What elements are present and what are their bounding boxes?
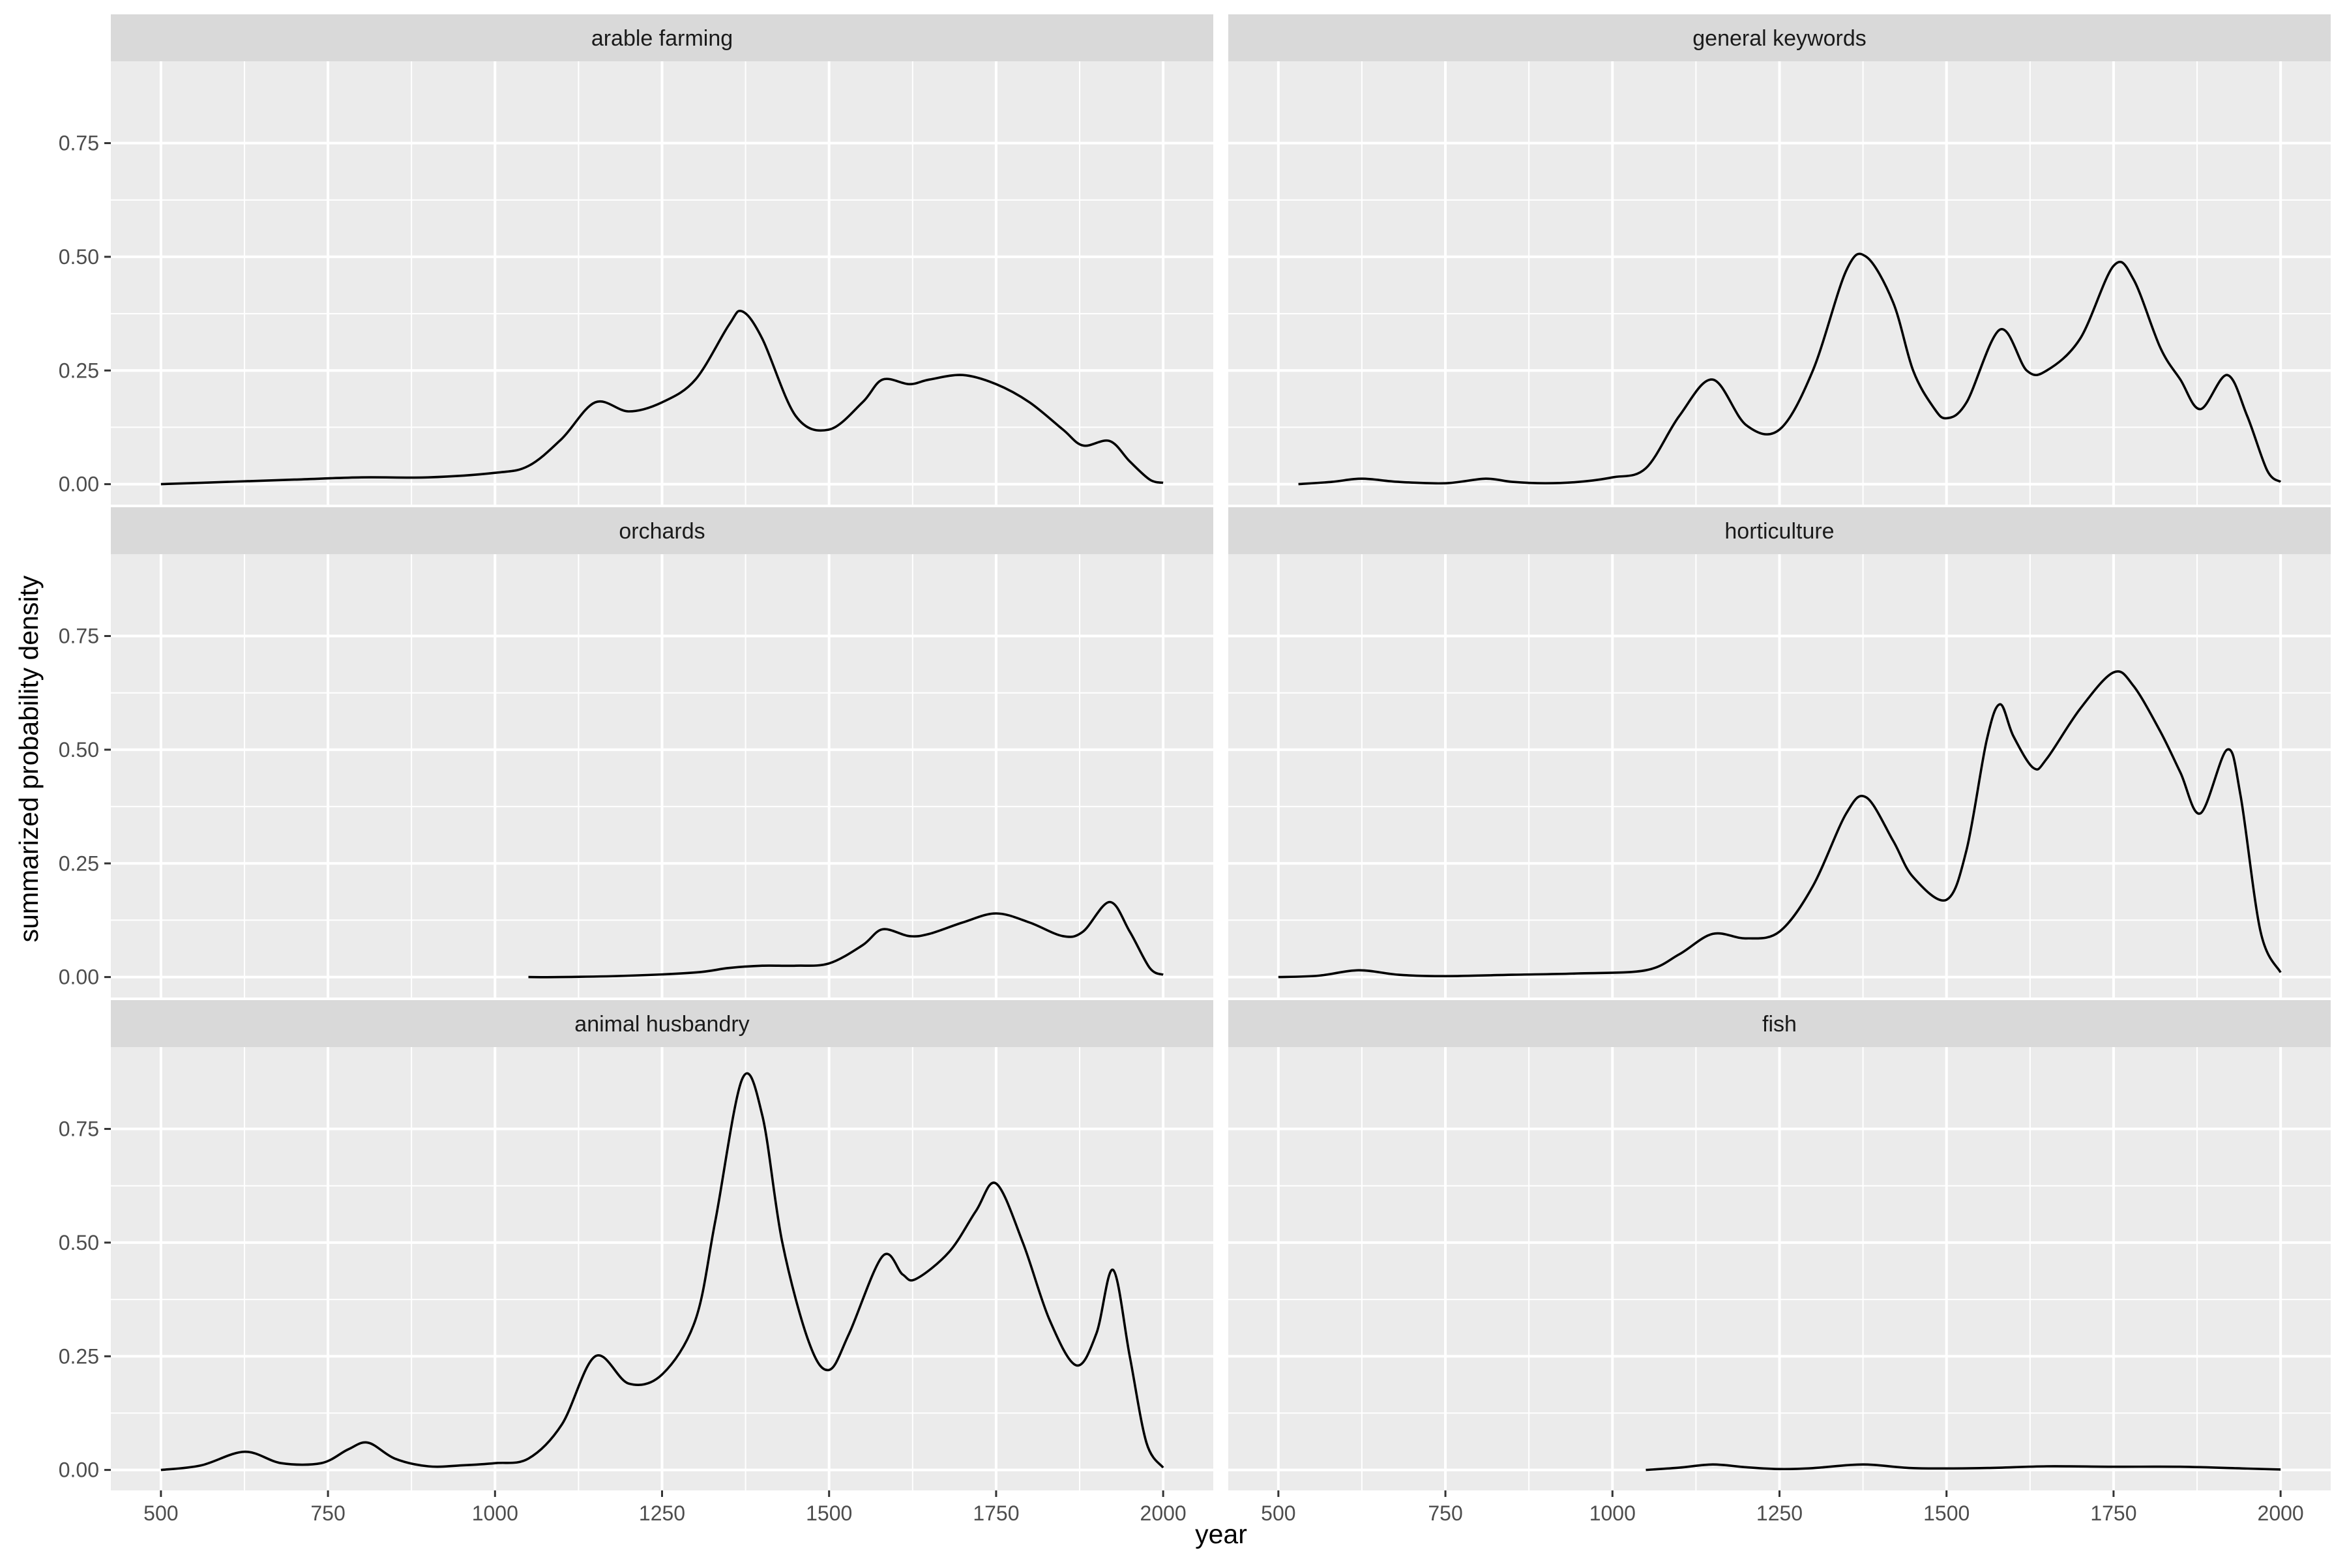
density-line — [1298, 252, 2282, 486]
y-tick-label: 0.00 — [59, 473, 99, 496]
x-tick-label: 500 — [1261, 1501, 1295, 1525]
density-line — [160, 309, 1164, 486]
facet-strip-label: orchards — [619, 519, 705, 544]
density-line — [1278, 670, 2282, 979]
x-tick-label: 2000 — [2258, 1501, 2304, 1525]
facet-panel: animal husbandry 0.00 0.25 0.50 0.75 500 750 10… — [59, 1000, 1213, 1525]
facet-panel: fish 500 750 1000 1250 1500 1750 2000 — [1228, 1000, 2331, 1525]
x-tick-label: 1500 — [806, 1501, 852, 1525]
facet-strip-label: general keywords — [1692, 26, 1866, 51]
x-tick-label: 1000 — [1589, 1501, 1636, 1525]
facet-strip — [111, 507, 1213, 554]
y-tick-label: 0.00 — [59, 966, 99, 989]
x-tick-label: 1750 — [973, 1501, 1019, 1525]
y-tick-label: 0.75 — [59, 625, 99, 648]
x-axis-title: year — [1195, 1519, 1247, 1549]
x-tick-label: 500 — [143, 1501, 178, 1525]
facet-panel: horticulture — [1228, 507, 2331, 998]
facet-strip-label: animal husbandry — [574, 1012, 749, 1037]
facet-strip — [111, 14, 1213, 61]
facet-strip — [1228, 1000, 2331, 1047]
facet-panel: general keywords — [1228, 14, 2331, 505]
facet-strip-label: arable farming — [591, 26, 733, 51]
y-tick-label: 0.25 — [59, 359, 99, 382]
panels: arable farming 0.00 0.25 0.50 0.75 general ke… — [59, 14, 2331, 1525]
y-axis-title: summarized probability density — [14, 575, 44, 942]
y-tick-label: 0.25 — [59, 851, 99, 875]
facet-panel: arable farming 0.00 0.25 0.50 0.75 — [59, 14, 1213, 505]
facet-strip — [1228, 14, 2331, 61]
density-line — [160, 1072, 1164, 1472]
x-tick-label: 1000 — [472, 1501, 518, 1525]
y-tick-label: 0.50 — [59, 738, 99, 762]
y-tick-label: 0.50 — [59, 245, 99, 269]
density-line — [528, 900, 1164, 979]
y-tick-label: 0.00 — [59, 1458, 99, 1482]
y-tick-label: 0.75 — [59, 132, 99, 155]
facet-panel: orchards 0.00 0.25 0.50 0.75 — [59, 507, 1213, 998]
facet-strip — [111, 1000, 1213, 1047]
x-tick-label: 1500 — [1923, 1501, 1970, 1525]
density-line — [1646, 1463, 2281, 1472]
x-tick-label: 2000 — [1140, 1501, 1187, 1525]
x-tick-label: 750 — [1428, 1501, 1462, 1525]
facet-strip — [1228, 507, 2331, 554]
y-tick-label: 0.50 — [59, 1231, 99, 1254]
x-tick-label: 1750 — [2090, 1501, 2136, 1525]
x-tick-label: 1250 — [1756, 1501, 1803, 1525]
y-tick-label: 0.25 — [59, 1344, 99, 1368]
facet-strip-label: horticulture — [1724, 519, 1834, 544]
x-tick-label: 1250 — [639, 1501, 685, 1525]
x-tick-label: 750 — [310, 1501, 345, 1525]
facet-strip-label: fish — [1762, 1012, 1797, 1037]
y-tick-label: 0.75 — [59, 1117, 99, 1141]
